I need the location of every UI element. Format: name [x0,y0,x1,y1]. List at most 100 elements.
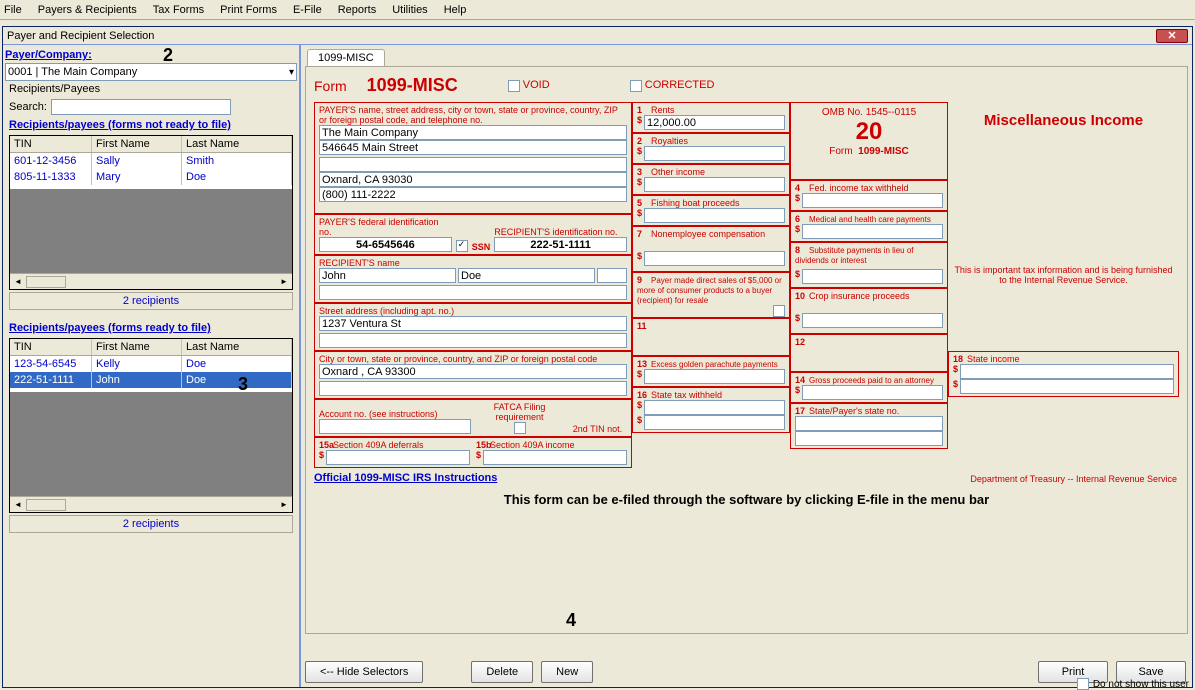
new-button[interactable]: New [541,661,593,683]
menu-printforms[interactable]: Print Forms [220,4,277,16]
ready-label: Recipients/payees (forms ready to file) [5,320,297,336]
payer-street2-input[interactable] [319,157,627,172]
void-checkbox[interactable] [508,80,520,92]
box-7: 7Nonemployee compensation$ [632,226,790,272]
recipient-first-input[interactable] [319,268,456,283]
not-ready-label: Recipients/payees (forms not ready to fi… [5,117,297,133]
account-input[interactable] [319,419,471,434]
not-ready-table: TIN First Name Last Name 601-12-3456 Sal… [9,135,293,290]
box10-input[interactable] [802,313,943,328]
box17-input[interactable] [795,416,943,431]
hscrollbar[interactable]: ◄► [10,496,292,512]
form-1099-title: 1099-MISC [367,75,458,96]
recipient-last-input[interactable] [458,268,595,283]
box-17: 17State/Payer's state no. [790,403,948,449]
recipient-name2-input[interactable] [319,285,627,300]
box1-input[interactable] [644,115,785,130]
recipient-suffix-input[interactable] [597,268,627,283]
table-row[interactable]: 601-12-3456 Sally Smith [10,153,292,169]
col-firstname[interactable]: First Name [92,136,182,152]
box-16: 16State tax withheld$$ [632,387,790,433]
menu-payers[interactable]: Payers & Recipients [38,4,137,16]
irs-instructions-link[interactable]: Official 1099-MISC IRS Instructions [314,472,497,486]
titlebar: Payer and Recipient Selection ✕ [3,27,1192,45]
payer-street-input[interactable] [319,140,627,155]
box13-input[interactable] [644,369,785,384]
col-tin[interactable]: TIN [10,339,92,355]
street-input[interactable] [319,316,627,331]
ssn-checkbox[interactable] [456,240,468,252]
main-window: Payer and Recipient Selection ✕ Payer/Co… [2,26,1193,688]
payer-city-input[interactable] [319,172,627,187]
delete-button[interactable]: Delete [471,661,533,683]
box-5: 5Fishing boat proceeds$ [632,195,790,226]
street2-input[interactable] [319,333,627,348]
hscrollbar[interactable]: ◄► [10,273,292,289]
dept-treasury: Department of Treasury -- Internal Reven… [968,472,1179,486]
box14-input[interactable] [802,385,943,400]
table-row[interactable]: 805-11-1333 Mary Doe [10,169,292,185]
box17b-input[interactable] [795,431,943,446]
col-firstname[interactable]: First Name [92,339,182,355]
fatca-checkbox[interactable] [514,422,526,434]
company-select[interactable]: 0001 | The Main Company [5,63,297,81]
table-row[interactable]: 123-54-6545 Kelly Doe [10,356,292,372]
do-not-show-checkbox[interactable] [1077,678,1089,690]
box16b-input[interactable] [644,415,785,430]
box-15: 15aSection 409A deferrals $ 15bSection 4… [314,437,632,468]
box-10: 10Crop insurance proceeds$ [790,288,948,334]
col-tin[interactable]: TIN [10,136,92,152]
box9-checkbox[interactable] [773,305,785,317]
payer-company-label: Payer/Company: [5,47,297,63]
table-row-selected[interactable]: 222-51-1111 John Doe [10,372,292,388]
box-9: 9Payer made direct sales of $5,000 or mo… [632,272,790,318]
box-1: 1Rents$ [632,102,790,133]
box-8: 8Substitute payments in lieu of dividend… [790,242,948,288]
box-12: 12 [790,334,948,372]
payer-phone-input[interactable] [319,187,627,202]
corrected-checkbox[interactable] [630,80,642,92]
box-14: 14Gross proceeds paid to an attorney$ [790,372,948,403]
city2-input[interactable] [319,381,627,396]
box18-input[interactable] [960,364,1174,379]
box18b-input[interactable] [960,379,1174,394]
box-3: 3Other income$ [632,164,790,195]
menu-efile[interactable]: E-File [293,4,322,16]
box8-input[interactable] [802,269,943,284]
recipient-name-box: RECIPIENT'S name [314,255,632,303]
box2-input[interactable] [644,146,785,161]
search-input[interactable] [51,99,231,115]
payer-name-input[interactable] [319,125,627,140]
menu-reports[interactable]: Reports [338,4,377,16]
left-panel: Payer/Company: 2 0001 | The Main Company… [3,45,301,687]
box-13: 13Excess golden parachute payments$ [632,356,790,387]
city-input[interactable] [319,364,627,379]
menu-file[interactable]: File [4,4,22,16]
recipient-id-input[interactable] [494,237,627,252]
menu-utilities[interactable]: Utilities [392,4,427,16]
box5-input[interactable] [644,208,785,223]
payer-info-box: PAYER'S name, street address, city or to… [314,102,632,214]
payer-fed-id-input[interactable] [319,237,452,252]
box4-input[interactable] [802,193,943,208]
step-4: 4 [566,610,576,631]
box16-input[interactable] [644,400,785,415]
hide-selectors-button[interactable]: <-- Hide Selectors [305,661,423,683]
box3-input[interactable] [644,177,785,192]
recipients-payees-label: Recipients/Payees [5,81,297,97]
col-lastname[interactable]: Last Name [182,136,292,152]
close-icon[interactable]: ✕ [1156,29,1188,43]
box-18: 18State income$$ [948,351,1179,397]
bottom-toolbar: <-- Hide Selectors Delete New Print Save [305,661,1186,683]
box6-input[interactable] [802,224,943,239]
box7-input[interactable] [644,251,785,266]
box15b-input[interactable] [483,450,627,465]
right-panel: 1099-MISC Form 1099-MISC VOID CORRECTED … [301,45,1192,687]
menu-help[interactable]: Help [444,4,467,16]
col-lastname[interactable]: Last Name [182,339,292,355]
menu-taxforms[interactable]: Tax Forms [153,4,204,16]
tab-1099misc[interactable]: 1099-MISC [307,49,385,66]
street-box: Street address (including apt. no.) [314,303,632,351]
box15a-input[interactable] [326,450,470,465]
ready-count: 2 recipients [9,515,293,533]
